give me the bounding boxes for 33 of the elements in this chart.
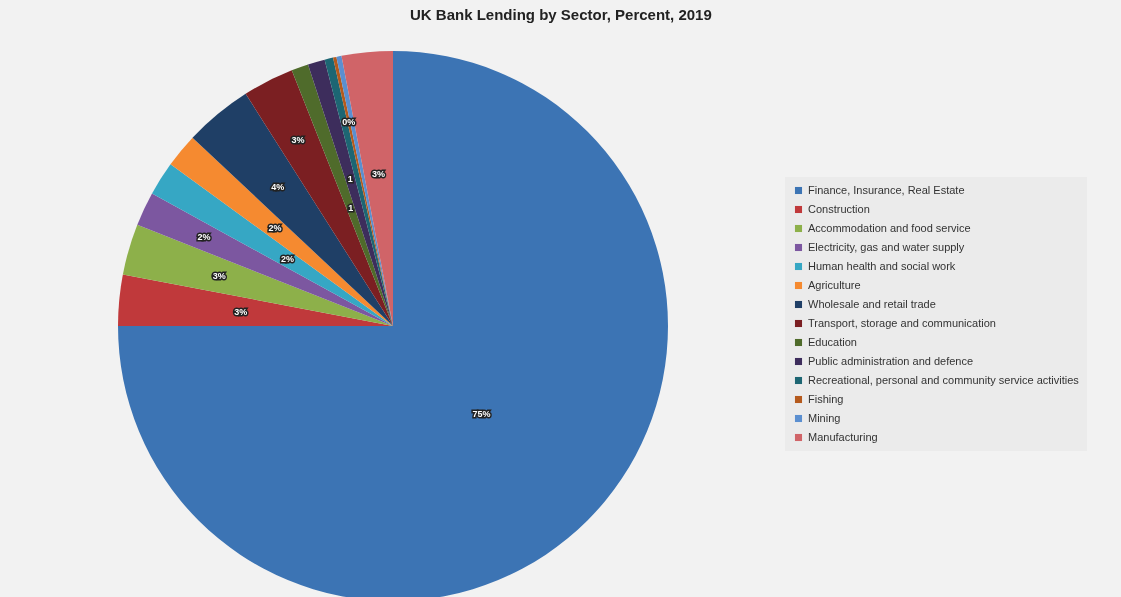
legend-label: Transport, storage and communication [808,316,996,329]
data-label: 1 [348,203,354,214]
data-label: 2% [197,232,211,243]
legend-label: Manufacturing [808,430,878,443]
data-label: 4% [271,181,285,192]
data-label: 2% [268,223,282,234]
data-label: 3% [234,306,248,317]
pie-slice [137,193,393,326]
data-label: 3% [372,168,386,179]
data-label: 3% [212,270,226,281]
legend-label: Accommodation and food service [808,221,971,234]
data-label: 3% [291,134,305,145]
data-label: 0% [342,116,356,127]
legend-label: Recreational, personal and community service activities [808,373,1080,386]
legend-label: Construction [808,202,870,215]
legend-label: Mining [808,411,841,424]
pie-slice [245,70,393,326]
legend-label: Education [808,335,857,348]
pie-slice [152,164,393,326]
legend-label: Electricity, gas and water supply [808,240,965,253]
pie-slice [118,274,393,326]
legend-label: Fishing [808,392,844,405]
legend-label: Public administration and defence [808,354,974,367]
legend-label: Human health and social work [808,259,956,272]
data-label: 1 [347,174,353,185]
pie-slice [122,224,393,326]
chart-title: UK Bank Lending by Sector, Percent, 2019 [410,6,712,23]
data-label: 2% [280,254,294,265]
data-label: 75% [472,409,491,420]
pie-slice [192,93,393,326]
legend-label: Agriculture [808,278,861,291]
legend-label: Wholesale and retail trade [808,297,936,310]
legend-label: Finance, Insurance, Real Estate [808,183,965,196]
